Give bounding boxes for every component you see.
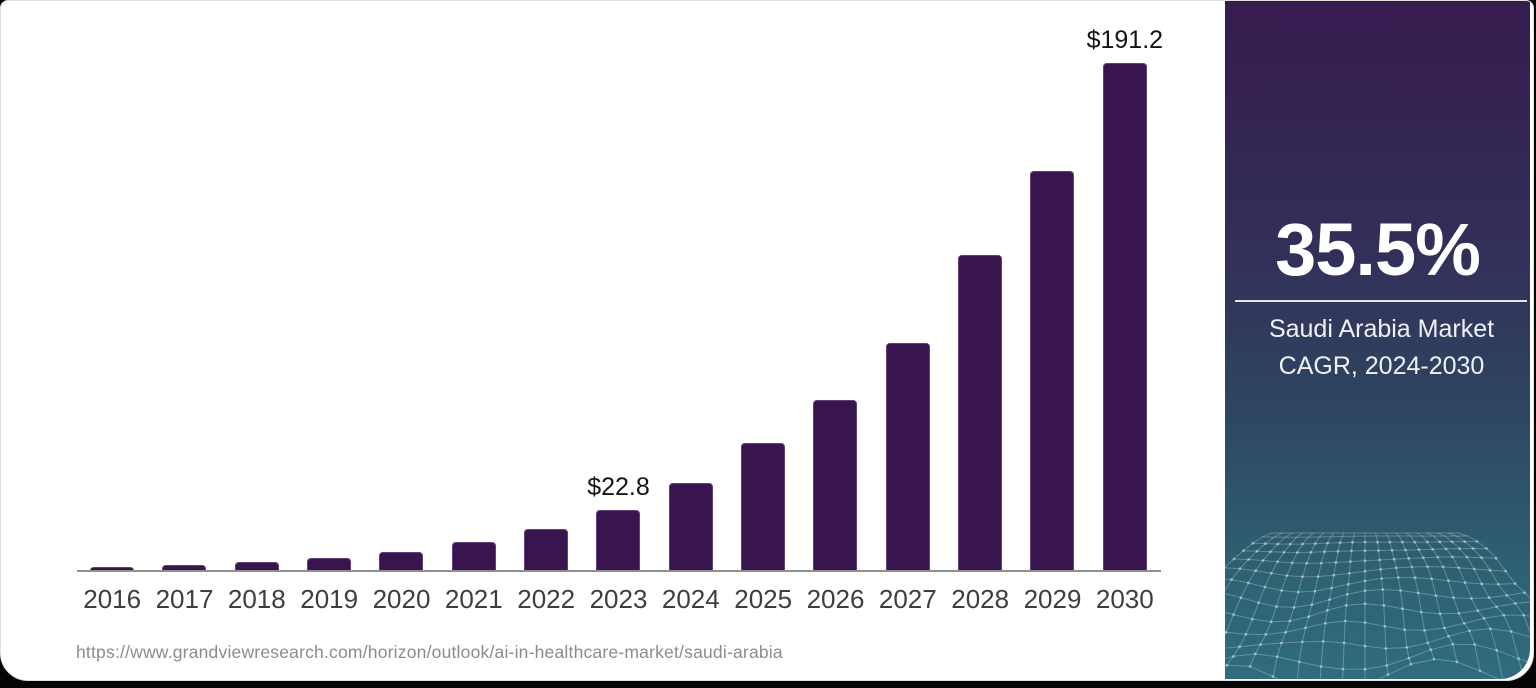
x-tick-label-2023: 2023 — [589, 584, 648, 614]
value-label-2023: $22.8 — [587, 473, 650, 502]
bar-2030 — [1102, 63, 1147, 571]
wireframe-mesh-graphic — [1225, 532, 1530, 679]
bar-2018 — [234, 562, 279, 571]
bar-2019 — [307, 558, 352, 571]
x-tick-label-2021: 2021 — [444, 584, 503, 614]
chart-region: 2016 2017 2018 2019 2020 2021 2022 $22.8 2023 202… — [1, 1, 1229, 680]
x-tick-label-2026: 2026 — [806, 584, 865, 614]
bar-slot-2029: 2029 — [1016, 1, 1088, 680]
bar-2025 — [741, 443, 786, 571]
x-tick-label-2017: 2017 — [155, 584, 214, 614]
bar-slot-2020: 2020 — [365, 1, 437, 680]
x-tick-label-2028: 2028 — [951, 584, 1010, 614]
bar-slot-2022: 2022 — [510, 1, 582, 680]
bar-slot-2024: 2024 — [655, 1, 727, 680]
bar-2029 — [1030, 171, 1075, 571]
bar-slot-2030: $191.2 2030 — [1087, 1, 1163, 680]
bar-slot-2021: 2021 — [438, 1, 510, 680]
bar-2016 — [90, 567, 135, 571]
bar-2021 — [451, 542, 496, 571]
bar-slot-2027: 2027 — [872, 1, 944, 680]
bar-2028 — [958, 254, 1003, 571]
x-tick-label-2016: 2016 — [83, 584, 142, 614]
x-tick-label-2018: 2018 — [227, 584, 286, 614]
bar-2026 — [813, 399, 858, 571]
side-panel: 35.5% Saudi Arabia Market CAGR, 2024-203… — [1225, 1, 1530, 679]
x-tick-label-2022: 2022 — [517, 584, 576, 614]
bar-slot-2026: 2026 — [799, 1, 871, 680]
x-tick-label-2030: 2030 — [1095, 584, 1154, 614]
bar-slot-2016: 2016 — [76, 1, 148, 680]
value-label-2030: $191.2 — [1086, 26, 1164, 54]
source-url: https://www.grandviewresearch.com/horizo… — [76, 642, 783, 662]
x-tick-label-2019: 2019 — [300, 584, 359, 614]
bar-2020 — [379, 551, 424, 571]
x-tick-label-2027: 2027 — [878, 584, 937, 614]
bar-slot-2017: 2017 — [148, 1, 220, 680]
x-tick-label-2020: 2020 — [372, 584, 431, 614]
x-tick-label-2024: 2024 — [661, 584, 720, 614]
bar-2017 — [162, 565, 207, 571]
bar-slot-2025: 2025 — [727, 1, 799, 680]
cagr-stat-value: 35.5% — [1275, 208, 1481, 291]
bar-2023 — [596, 510, 641, 571]
x-tick-label-2029: 2029 — [1023, 584, 1082, 614]
panel-caption: Saudi Arabia Market CAGR, 2024-2030 — [1233, 311, 1530, 385]
panel-divider — [1235, 300, 1527, 302]
bar-slot-2023: $22.8 2023 — [582, 1, 654, 680]
bar-2027 — [885, 342, 930, 571]
bar-2024 — [668, 482, 713, 571]
x-tick-label-2025: 2025 — [734, 584, 793, 614]
plot-area: 2016 2017 2018 2019 2020 2021 2022 $22.8 2023 202… — [76, 1, 1163, 680]
panel-caption-line1: Saudi Arabia Market — [1268, 315, 1495, 343]
bar-slot-2028: 2028 — [944, 1, 1016, 680]
bar-2022 — [524, 529, 569, 571]
x-axis-line — [77, 570, 1161, 572]
bar-slot-2018: 2018 — [221, 1, 293, 680]
bar-slot-2019: 2019 — [293, 1, 365, 680]
panel-caption-line2: CAGR, 2024-2030 — [1278, 352, 1485, 380]
